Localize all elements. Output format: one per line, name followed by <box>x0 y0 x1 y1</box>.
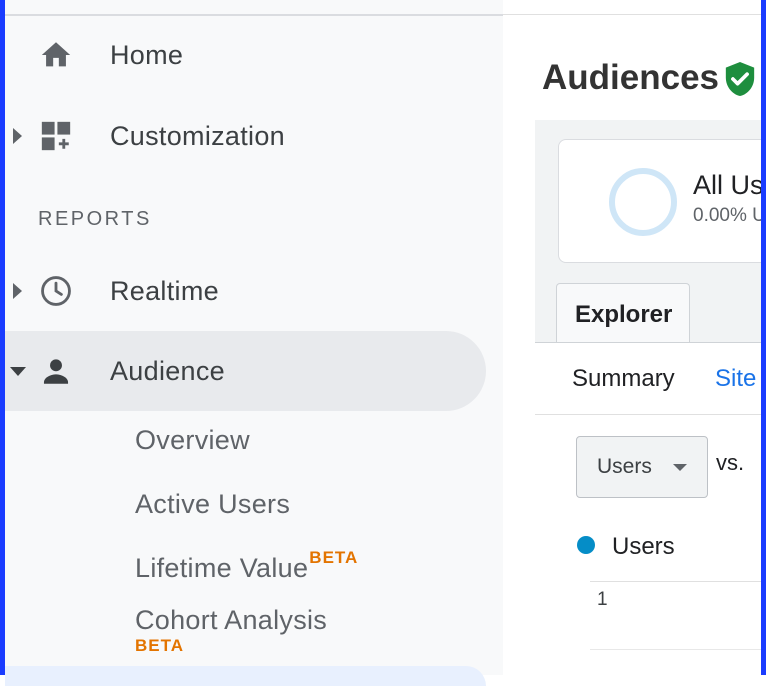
active-item-highlight <box>5 331 486 411</box>
segment-percent: 0.00% U <box>693 205 766 226</box>
segment-name: All Us <box>693 170 764 200</box>
sidebar-divider <box>5 14 503 16</box>
chevron-right-icon <box>13 128 22 144</box>
clock-icon <box>41 276 71 306</box>
segment-card[interactable]: All Us 0.00% U <box>558 139 766 263</box>
home-icon <box>41 42 71 67</box>
page-title: Audiences <box>542 58 719 97</box>
metric-select[interactable]: Users <box>576 436 708 498</box>
sidebar-item-label: Customization <box>110 121 285 151</box>
sidebar-item-label: Home <box>110 40 184 70</box>
sidebar-item-audience[interactable]: Audience <box>5 331 486 411</box>
chart-gridline <box>590 649 761 650</box>
sidebar-item-realtime[interactable]: Realtime <box>5 251 503 331</box>
window-frame-left <box>0 0 5 675</box>
beta-badge: BETA <box>135 636 185 655</box>
subtab-divider <box>535 414 761 415</box>
tab-explorer-label: Explorer <box>575 301 673 328</box>
window-frame-right <box>761 0 766 675</box>
metric-select-value: Users <box>597 455 652 478</box>
sidebar-subitem-cohort-analysis[interactable]: Cohort Analysis <box>135 605 328 635</box>
dropdown-arrow-icon <box>673 464 687 471</box>
chart-y-tick: 1 <box>597 589 608 610</box>
vs-label: vs. <box>716 450 745 475</box>
chart-gridline <box>590 581 761 582</box>
chevron-down-icon <box>10 367 26 376</box>
sidebar-item-customization[interactable]: Customization <box>5 96 503 176</box>
sidebar: Home Customization REPORTS Realtime Audi… <box>5 0 503 686</box>
segment-donut-chart <box>609 168 677 236</box>
sidebar-subitem-lifetime-value[interactable]: Lifetime ValueBETA <box>135 548 358 584</box>
chevron-right-icon <box>13 283 22 299</box>
sidebar-subitem-overview[interactable]: Overview <box>135 425 250 455</box>
customization-icon <box>41 121 71 151</box>
sidebar-item-label: Audience <box>110 356 225 386</box>
main-content: Audiences All Us 0.00% U Explorer Summar… <box>503 0 766 676</box>
next-item-highlight <box>5 666 486 686</box>
sidebar-subitem-label: Lifetime Value <box>135 553 309 583</box>
subtab-site[interactable]: Site <box>715 365 757 392</box>
beta-badge: BETA <box>309 548 359 567</box>
subtab-summary[interactable]: Summary <box>572 365 675 392</box>
tab-explorer[interactable]: Explorer <box>556 283 690 346</box>
explorer-panel: Summary Site Users vs. Users 1 <box>535 342 761 676</box>
sidebar-item-home[interactable]: Home <box>5 15 503 95</box>
person-icon <box>43 359 69 384</box>
reports-section-heading: REPORTS <box>38 208 152 230</box>
legend-label: Users <box>612 533 675 560</box>
verified-shield-icon <box>725 62 755 96</box>
sidebar-item-label: Realtime <box>110 276 219 306</box>
top-divider <box>503 14 761 15</box>
sidebar-subitem-active-users[interactable]: Active Users <box>135 489 291 519</box>
legend-color-swatch <box>577 536 595 554</box>
